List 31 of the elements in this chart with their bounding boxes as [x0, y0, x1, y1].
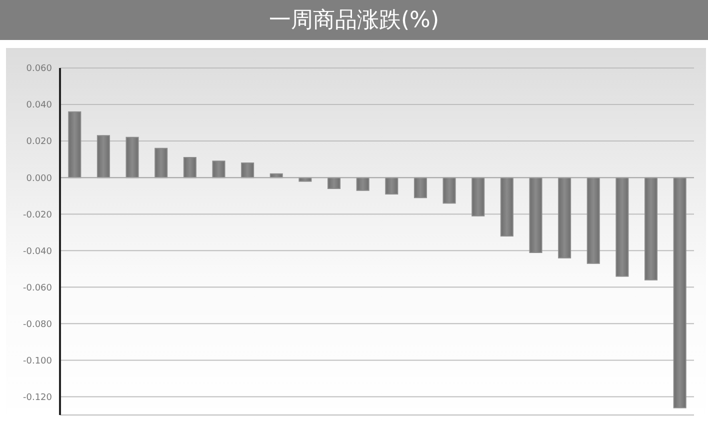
- bar: [385, 177, 398, 195]
- y-tick-label: 0.020: [26, 137, 52, 148]
- bar: [442, 177, 456, 204]
- bar: [68, 111, 82, 178]
- y-tick-label: -0.060: [22, 283, 52, 294]
- chart-title: 一周商品涨跌(%): [0, 0, 708, 43]
- bar: [644, 177, 658, 280]
- y-tick-label: -0.120: [22, 392, 52, 403]
- bar: [414, 177, 427, 198]
- y-tick-label: 0.060: [26, 64, 52, 74]
- bar: [673, 177, 686, 408]
- bar: [154, 148, 168, 178]
- bar: [241, 162, 254, 178]
- bar: [616, 177, 629, 277]
- y-tick-label: -0.040: [22, 246, 52, 257]
- bar: [183, 156, 196, 178]
- y-tick-label: 0.040: [26, 100, 52, 111]
- y-tick-label: -0.080: [22, 320, 52, 330]
- bar: [356, 177, 370, 191]
- bar: [96, 135, 110, 178]
- y-tick-label: 0.000: [26, 174, 52, 184]
- bar: [529, 177, 542, 253]
- bar: [500, 177, 514, 237]
- bar: [328, 177, 341, 190]
- bar: [212, 160, 226, 178]
- bar: [558, 177, 572, 258]
- bar: [472, 177, 485, 216]
- bar: [126, 136, 139, 178]
- y-tick-label: -0.100: [22, 356, 52, 366]
- y-tick-label: -0.020: [22, 210, 52, 220]
- bar: [586, 177, 600, 264]
